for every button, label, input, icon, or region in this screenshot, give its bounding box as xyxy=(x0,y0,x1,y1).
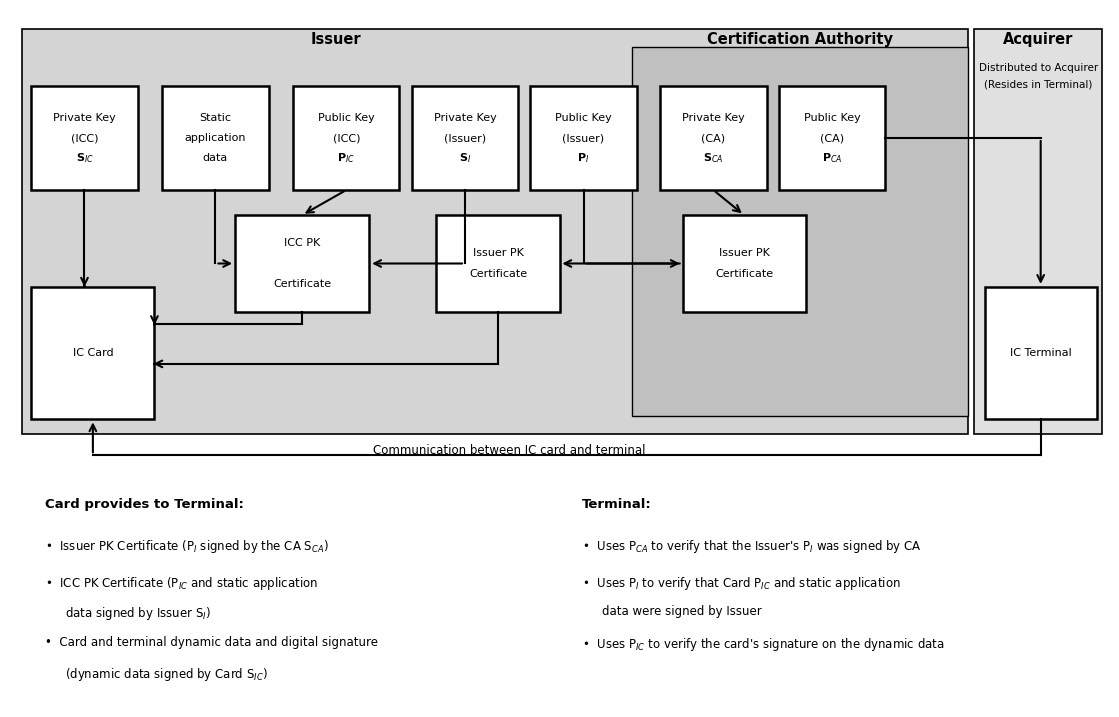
Text: Certificate: Certificate xyxy=(469,269,527,278)
Text: (CA): (CA) xyxy=(820,133,844,143)
Text: Communication between IC card and terminal: Communication between IC card and termin… xyxy=(373,444,646,457)
Bar xyxy=(436,215,560,312)
Text: Issuer PK: Issuer PK xyxy=(718,249,770,258)
Text: Public Key: Public Key xyxy=(555,113,612,123)
Bar xyxy=(235,215,369,312)
Text: (Issuer): (Issuer) xyxy=(444,133,486,143)
Bar xyxy=(22,29,968,434)
Bar xyxy=(660,86,767,190)
Text: $\mathbf{P}_{CA}$: $\mathbf{P}_{CA}$ xyxy=(821,151,843,165)
Text: Distributed to Acquirer: Distributed to Acquirer xyxy=(979,63,1098,73)
Text: Certificate: Certificate xyxy=(273,279,331,288)
Bar xyxy=(779,86,885,190)
Text: Issuer: Issuer xyxy=(310,32,361,47)
Text: (dynamic data signed by Card S$_{IC}$): (dynamic data signed by Card S$_{IC}$) xyxy=(65,666,267,683)
Bar xyxy=(530,86,637,190)
Text: (CA): (CA) xyxy=(702,133,725,143)
Bar xyxy=(162,86,269,190)
Text: Card provides to Terminal:: Card provides to Terminal: xyxy=(45,498,244,511)
Bar xyxy=(974,29,1102,434)
Text: $\mathbf{S}_{CA}$: $\mathbf{S}_{CA}$ xyxy=(703,151,724,165)
Text: (ICC): (ICC) xyxy=(70,133,98,143)
Text: •  Uses P$_{IC}$ to verify the card's signature on the dynamic data: • Uses P$_{IC}$ to verify the card's sig… xyxy=(582,636,944,653)
Text: (Resides in Terminal): (Resides in Terminal) xyxy=(985,80,1092,90)
Text: Certificate: Certificate xyxy=(715,269,773,278)
Text: Acquirer: Acquirer xyxy=(1004,32,1073,47)
Text: $\mathbf{S}_{IC}$: $\mathbf{S}_{IC}$ xyxy=(76,151,93,165)
Text: Issuer PK: Issuer PK xyxy=(472,249,524,258)
Text: data signed by Issuer S$_I$): data signed by Issuer S$_I$) xyxy=(65,605,210,622)
Text: •  Issuer PK Certificate (P$_I$ signed by the CA S$_{CA}$): • Issuer PK Certificate (P$_I$ signed by… xyxy=(45,538,329,555)
Text: $\mathbf{S}_{I}$: $\mathbf{S}_{I}$ xyxy=(459,151,471,165)
Text: IC Card: IC Card xyxy=(73,348,113,358)
Text: (Issuer): (Issuer) xyxy=(563,133,604,143)
Text: Terminal:: Terminal: xyxy=(582,498,651,511)
Text: ICC PK: ICC PK xyxy=(284,239,320,248)
Bar xyxy=(632,47,968,416)
Text: Private Key: Private Key xyxy=(433,113,497,123)
Bar xyxy=(412,86,518,190)
Text: •  Uses P$_{CA}$ to verify that the Issuer's P$_I$ was signed by CA: • Uses P$_{CA}$ to verify that the Issue… xyxy=(582,538,922,555)
Text: •  ICC PK Certificate (P$_{IC}$ and static application: • ICC PK Certificate (P$_{IC}$ and stati… xyxy=(45,575,318,592)
Text: application: application xyxy=(185,133,246,143)
Text: Static: Static xyxy=(199,113,232,123)
Bar xyxy=(683,215,806,312)
Text: Private Key: Private Key xyxy=(53,113,116,123)
Bar xyxy=(31,86,138,190)
Text: Public Key: Public Key xyxy=(803,113,861,123)
Text: data: data xyxy=(203,153,228,163)
Text: $\mathbf{P}_{IC}$: $\mathbf{P}_{IC}$ xyxy=(337,151,356,165)
Bar xyxy=(31,287,154,419)
Text: •  Uses P$_I$ to verify that Card P$_{IC}$ and static application: • Uses P$_I$ to verify that Card P$_{IC}… xyxy=(582,575,901,592)
Text: data were signed by Issuer: data were signed by Issuer xyxy=(602,605,762,618)
Text: IC Terminal: IC Terminal xyxy=(1009,348,1072,358)
Text: (ICC): (ICC) xyxy=(332,133,360,143)
Text: Certification Authority: Certification Authority xyxy=(707,32,893,47)
Text: $\mathbf{P}_{I}$: $\mathbf{P}_{I}$ xyxy=(577,151,590,165)
Text: •  Card and terminal dynamic data and digital signature: • Card and terminal dynamic data and dig… xyxy=(45,636,378,649)
Bar xyxy=(293,86,399,190)
Bar xyxy=(985,287,1097,419)
Text: Private Key: Private Key xyxy=(681,113,745,123)
Text: Public Key: Public Key xyxy=(318,113,375,123)
